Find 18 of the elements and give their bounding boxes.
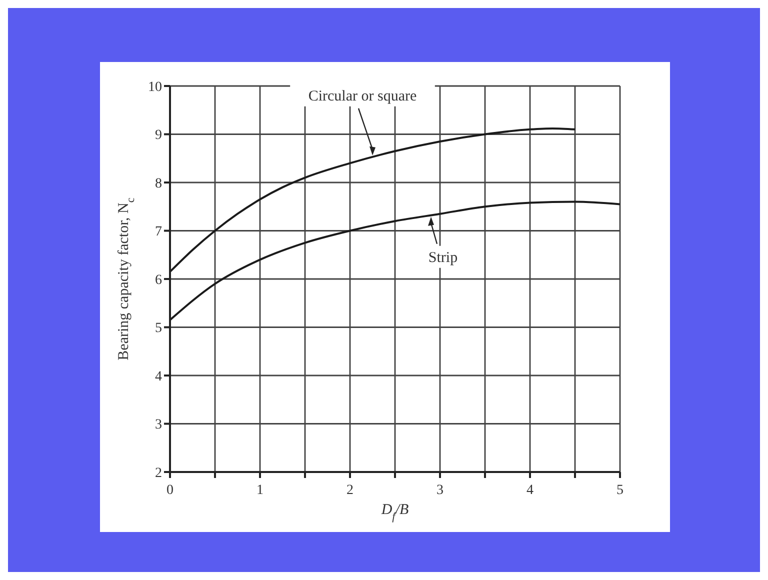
y-tick-label: 10 — [148, 80, 162, 95]
y-tick-label: 2 — [155, 466, 162, 481]
x-tick-label: 0 — [166, 483, 174, 498]
x-tick-label: 1 — [256, 483, 264, 498]
x-tick-label: 4 — [526, 483, 534, 498]
x-axis-title: D$_{f}$/B — [380, 502, 409, 523]
y-tick-label: 9 — [155, 128, 162, 144]
y-tick-label: 7 — [155, 224, 162, 240]
y-tick-label: 8 — [155, 176, 162, 192]
x-tick-label: 2 — [346, 483, 354, 498]
x-tick-label: 3 — [436, 483, 444, 498]
y-tick-label: 3 — [155, 418, 162, 433]
y-tick-label: 5 — [155, 321, 162, 336]
x-tick-label: 5 — [616, 483, 624, 498]
annotation: Circular or square — [308, 88, 417, 104]
y-tick-label: 4 — [155, 369, 162, 384]
annotation: Strip — [428, 250, 458, 266]
y-tick-label: 6 — [155, 272, 162, 288]
